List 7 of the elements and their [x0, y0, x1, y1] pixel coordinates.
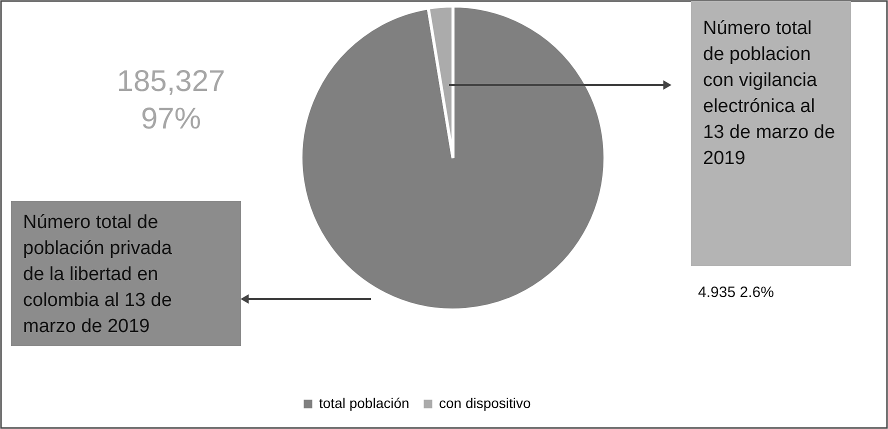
text: 185,327 97%	[116, 65, 226, 136]
pie-slice	[300, 4, 606, 312]
text: Número total de poblacion con vigilancia electrónica al 13 de marzo de 2019	[703, 18, 836, 169]
text: Número total de población privada de la libertad en colombia al 13 de marzo de 2019	[23, 212, 172, 337]
legend-label: total población	[319, 395, 410, 411]
text: 4.935 2.6%	[698, 284, 774, 301]
legend-label: con dispositivo	[439, 395, 532, 411]
